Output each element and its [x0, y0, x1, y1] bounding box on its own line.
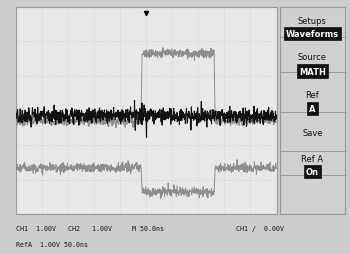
- Text: Setups: Setups: [298, 17, 327, 26]
- Text: Save: Save: [302, 128, 323, 137]
- Text: A: A: [309, 105, 316, 114]
- Text: Ref A: Ref A: [301, 154, 323, 163]
- Text: Ref: Ref: [306, 91, 319, 100]
- Text: Source: Source: [298, 53, 327, 62]
- Text: Waveforms: Waveforms: [286, 30, 339, 39]
- Text: CH1  1.00V   CH2   1.00V     M 50.0ns                  CH1 /  0.00V: CH1 1.00V CH2 1.00V M 50.0ns CH1 / 0.00V: [16, 225, 284, 231]
- Text: RefA  1.00V 50.0ns: RefA 1.00V 50.0ns: [16, 241, 88, 247]
- Text: On: On: [306, 168, 319, 177]
- Text: MATH: MATH: [299, 67, 326, 76]
